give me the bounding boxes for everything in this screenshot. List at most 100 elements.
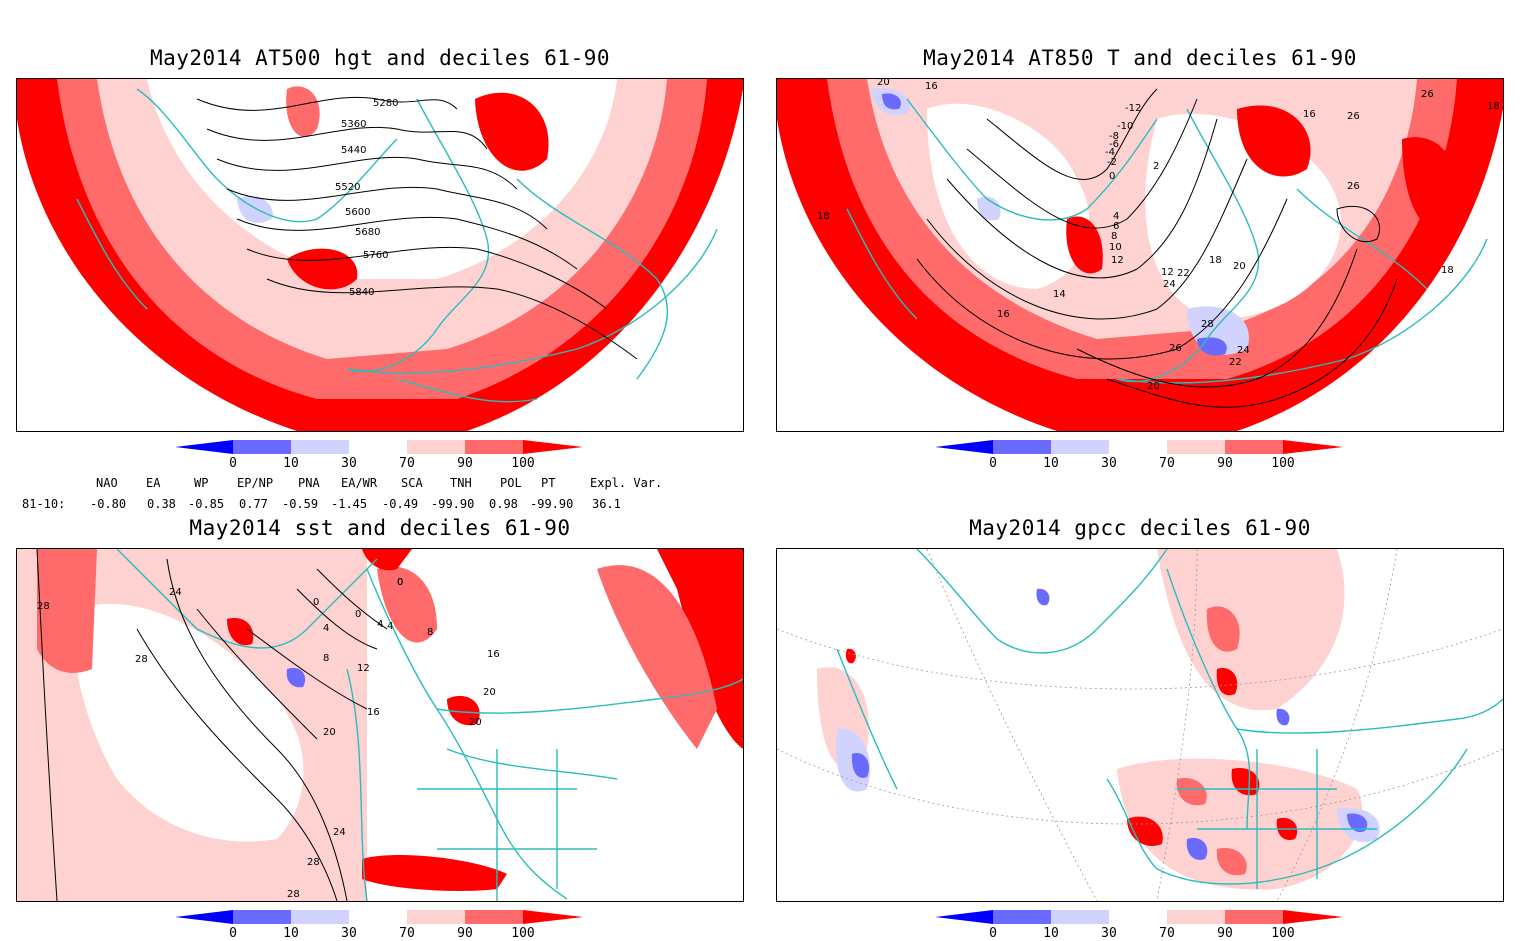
map-panel-t850: 20 16 -12 -10 -8 -6 -4 -2 2 0 16 26 26 2…	[776, 78, 1504, 432]
contour-label: 20	[1147, 381, 1160, 392]
contour-label: 5280	[373, 98, 398, 109]
index-value: -1.45	[331, 497, 368, 511]
deciles-shade	[74, 603, 304, 842]
colorbar-tick: 100	[1271, 456, 1295, 471]
colorbar-tick: 100	[511, 926, 535, 941]
contour-label: 6	[1113, 221, 1119, 232]
contour-label: 5680	[355, 227, 380, 238]
colorbar-tick: 90	[1217, 456, 1233, 471]
index-value: -0.59	[282, 497, 319, 511]
panel-title-gpcc: May2014 gpcc deciles 61-90	[969, 516, 1311, 540]
contour-label: 26	[1421, 89, 1434, 100]
contour-label: 8	[427, 627, 433, 638]
map-sst: 28 24 28 0 0 0 4 4 8 8 12 16 20 16 20 20…	[17, 549, 743, 901]
contour-label: 18	[1487, 101, 1500, 112]
colorbar-tick: 70	[399, 456, 415, 471]
colorbar-tick: 0	[229, 926, 237, 941]
panel-title-hgt500: May2014 AT500 hgt and deciles 61-90	[149, 46, 610, 70]
contour-label: 18	[817, 211, 830, 222]
contour-label: 28	[1201, 319, 1214, 330]
colorbar-tick: 70	[1159, 456, 1175, 471]
index-header: EP/NP	[237, 476, 274, 490]
index-row-label: 81-10:	[22, 497, 66, 511]
sst-contours	[36, 549, 388, 901]
deciles-shade	[37, 549, 97, 673]
contour-label: 10	[1109, 242, 1122, 253]
contour-label: 18	[1209, 255, 1222, 266]
deciles-shade	[377, 566, 437, 643]
contour-label: 5360	[341, 119, 366, 130]
contour-label: 26	[1347, 111, 1360, 122]
map-hgt500: 5280 5360 5440 5520 5600 5680 5760 5840	[17, 79, 743, 431]
contour-label: 5520	[335, 182, 360, 193]
deciles-shade	[1402, 137, 1459, 230]
graticule	[777, 549, 1503, 901]
index-header: SCA	[401, 476, 423, 490]
contour-label: 28	[307, 857, 320, 868]
contour-label: 26	[1169, 343, 1182, 354]
index-value: 0.38	[147, 497, 176, 511]
colorbar-tick: 30	[1101, 456, 1117, 471]
contour-label: 5760	[363, 250, 388, 261]
map-gpcc	[777, 549, 1503, 901]
colorbar-tick: 100	[1271, 926, 1295, 941]
colorbar-swatches	[175, 440, 583, 454]
index-value: -0.85	[188, 497, 225, 511]
contour-label: 20	[483, 687, 496, 698]
index-header: TNH	[450, 476, 472, 490]
colorbar-tick: 0	[229, 456, 237, 471]
index-value: 36.1	[592, 497, 621, 511]
panel-title-t850: May2014 AT850 T and deciles 61-90	[923, 46, 1357, 70]
contour-label: 22	[1177, 268, 1190, 279]
index-value: -99.90	[431, 497, 475, 511]
colorbar-tick: 70	[1159, 926, 1175, 941]
contour-label: 0	[1109, 171, 1115, 182]
index-value: 0.98	[489, 497, 518, 511]
contour-label: 18	[1441, 265, 1454, 276]
indices-header-row: NAO EA WP EP/NP PNA EA/WR SCA TNH POL PT…	[0, 476, 700, 492]
map-panel-hgt500: 5280 5360 5440 5520 5600 5680 5760 5840	[16, 78, 744, 432]
coastlines	[76, 88, 718, 403]
contour-label: 14	[1053, 289, 1066, 300]
colorbar-t850: 0 10 30 70 90 100	[935, 440, 1355, 471]
contour-label: 16	[1303, 109, 1316, 120]
contour-label: 20	[1233, 261, 1246, 272]
deciles-shade	[977, 196, 1001, 221]
contour-label: 2	[1153, 161, 1159, 172]
colorbar-swatches	[935, 910, 1343, 924]
contour-label: 16	[487, 649, 500, 660]
contour-label: 24	[169, 587, 182, 598]
deciles-shade	[475, 92, 549, 171]
deciles-shade	[1237, 105, 1311, 177]
deciles-shade	[362, 854, 507, 891]
map-t850: 20 16 -12 -10 -8 -6 -4 -2 2 0 16 26 26 2…	[777, 79, 1503, 431]
index-header: NAO	[96, 476, 118, 490]
contour-label: 16	[367, 707, 380, 718]
map-panel-gpcc	[776, 548, 1504, 902]
colorbar-swatches	[935, 440, 1343, 454]
colorbar-tick: 90	[1217, 926, 1233, 941]
contour-label: 0	[397, 577, 403, 588]
contour-label: -12	[1125, 103, 1141, 114]
colorbar-tick: 0	[989, 456, 997, 471]
contour-label: -10	[1117, 121, 1133, 132]
contour-label: 0	[397, 577, 403, 588]
deciles-shade	[597, 565, 717, 749]
contour-label: 20	[877, 79, 890, 88]
contour-label: 5440	[341, 145, 366, 156]
colorbar-tick: 90	[457, 926, 473, 941]
deciles-shade	[882, 93, 902, 110]
contour-label: 12	[1161, 267, 1174, 278]
index-header: Expl. Var.	[590, 476, 663, 490]
colorbar-swatches	[175, 910, 583, 924]
index-header: PNA	[298, 476, 320, 490]
contour-label: 22	[1229, 357, 1242, 368]
contour-label: 28	[135, 654, 148, 665]
deciles-shade	[447, 695, 480, 726]
height-contours	[196, 96, 638, 360]
index-value: -0.80	[90, 497, 127, 511]
panel-title-sst: May2014 sst and deciles 61-90	[189, 516, 571, 540]
map-panel-sst: 28 24 28 0 0 0 4 4 8 8 12 16 20 16 20 20…	[16, 548, 744, 902]
deciles-shade	[286, 86, 320, 137]
colorbar-tick: 30	[1101, 926, 1117, 941]
